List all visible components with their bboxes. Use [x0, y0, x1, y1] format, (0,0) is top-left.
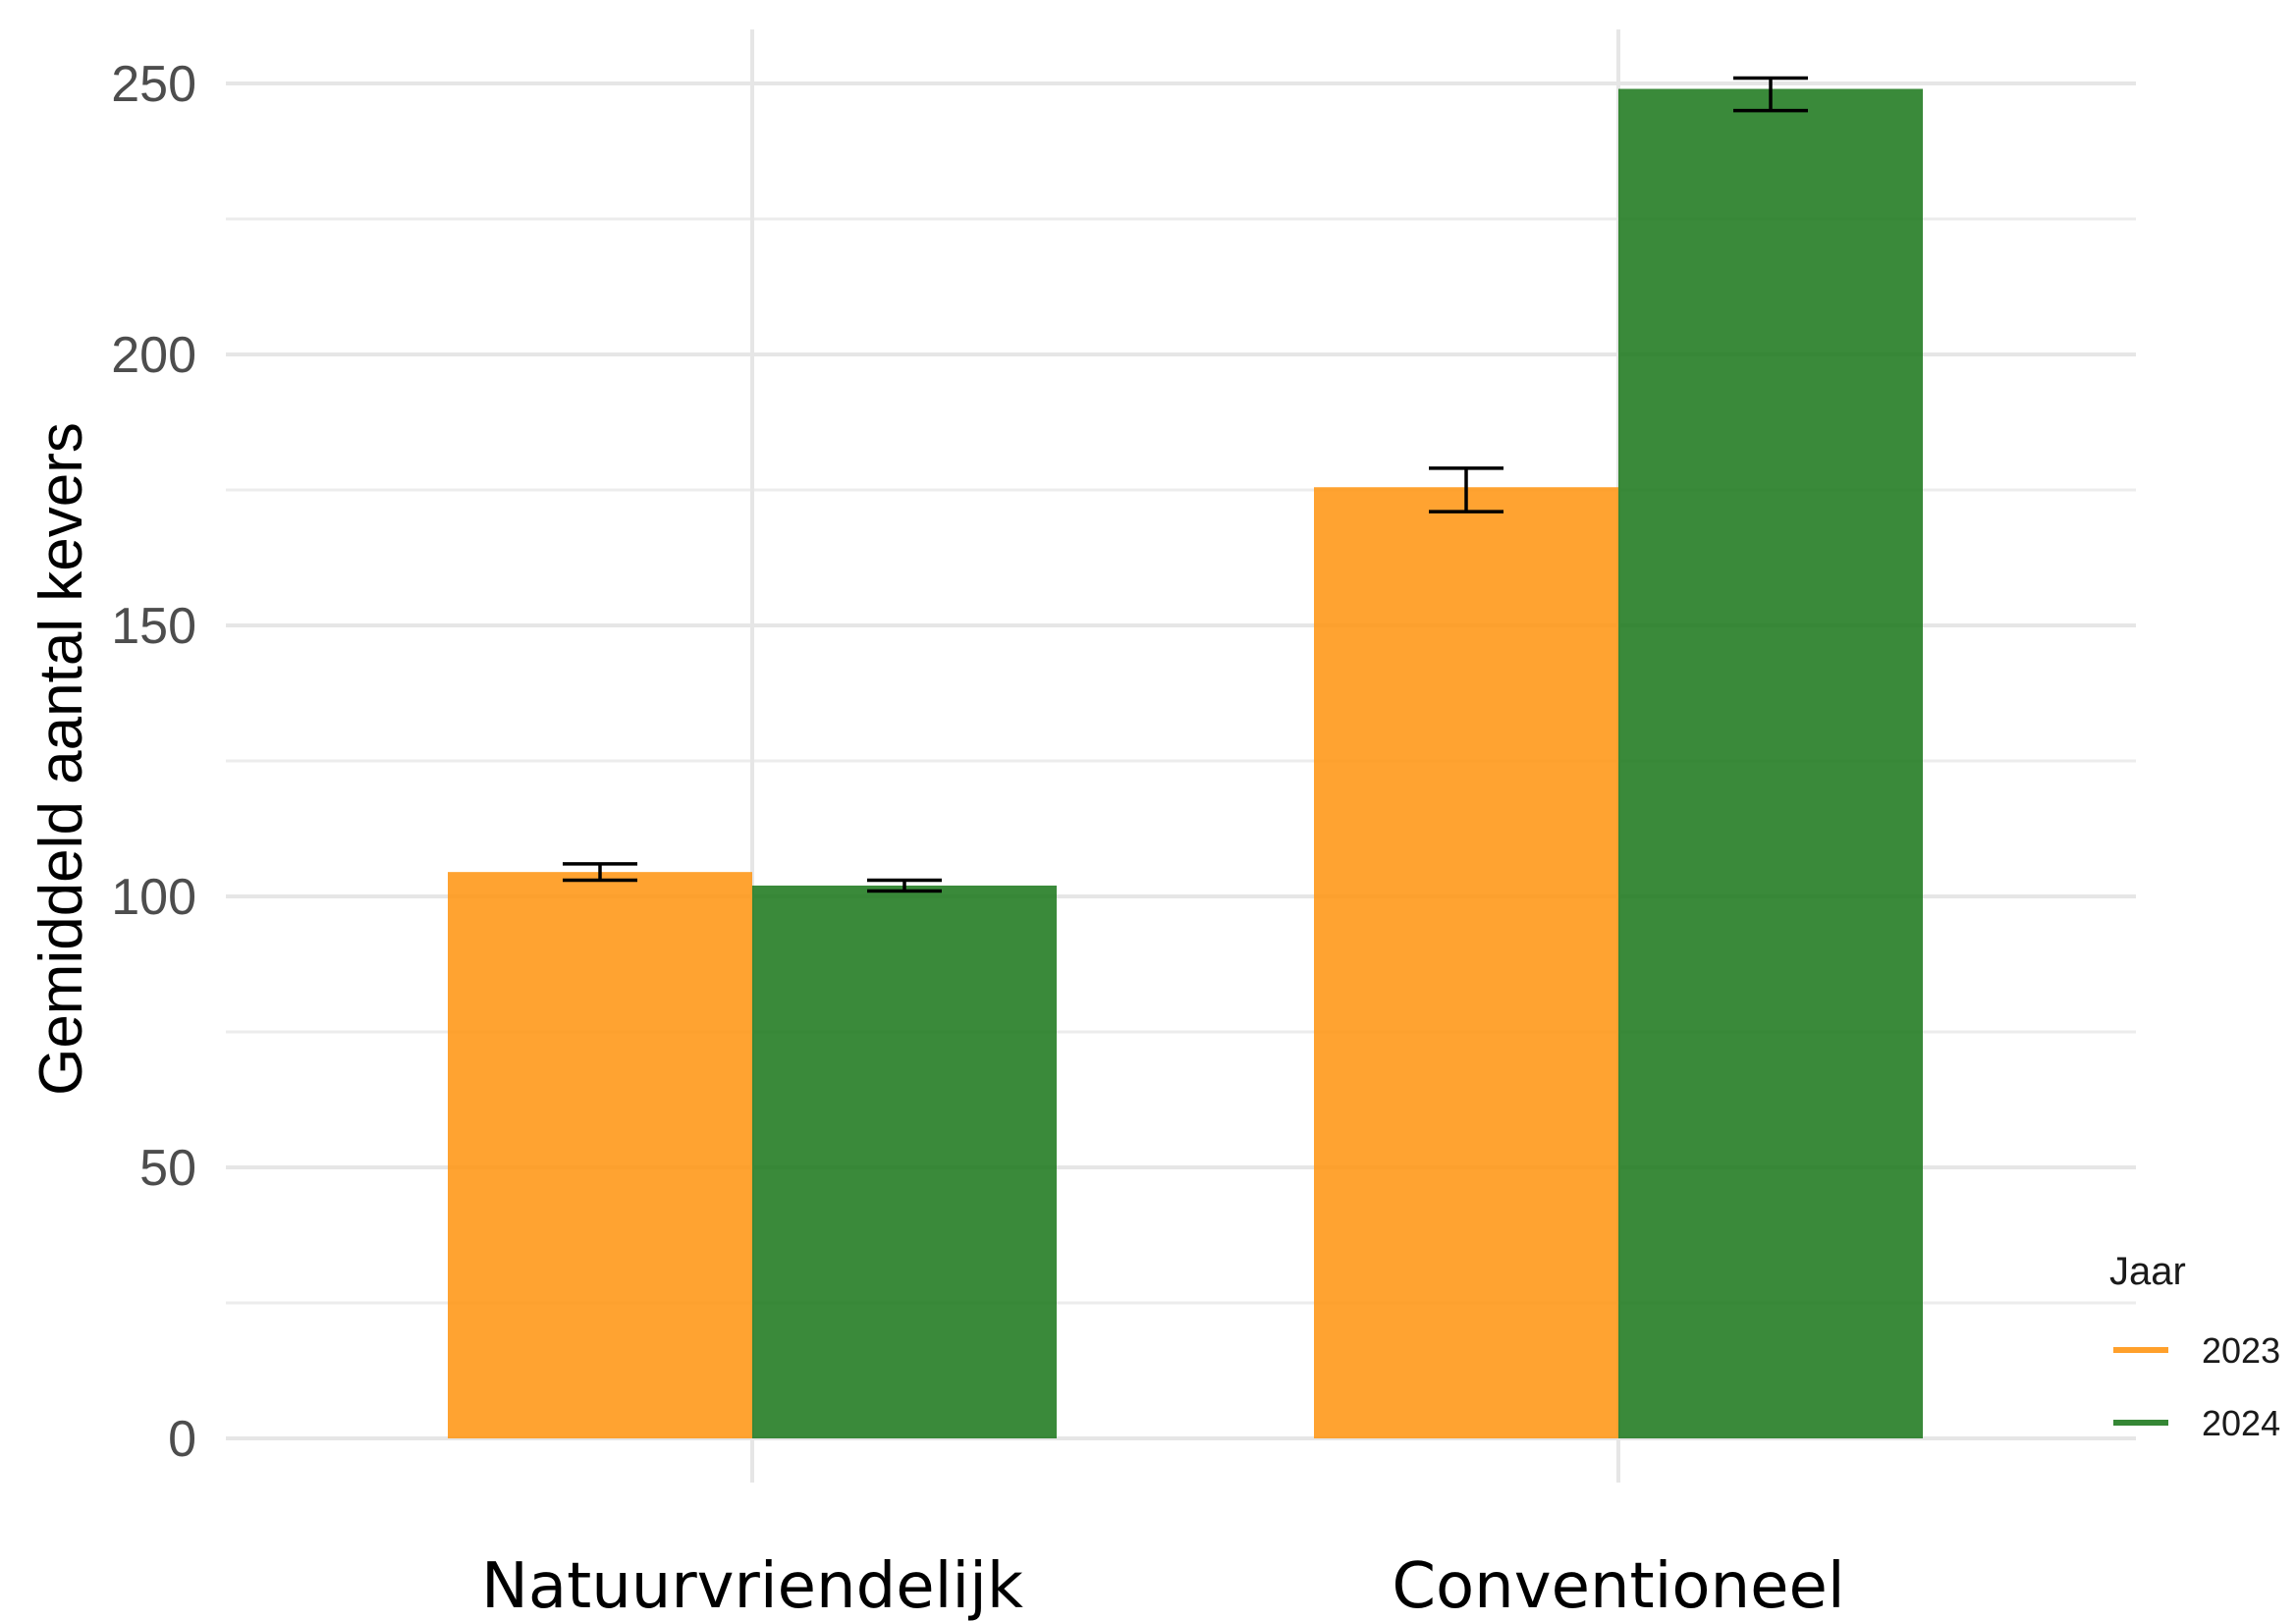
error-bars	[563, 76, 1808, 893]
y-tick-label: 150	[111, 598, 196, 655]
y-tick-labels: 0 50 100 150 200 250	[111, 56, 196, 1468]
legend: Jaar 2023 2024	[2109, 1250, 2280, 1443]
y-tick-label: 250	[111, 56, 196, 113]
x-category-label: Natuurvriendelijk	[481, 1550, 1023, 1621]
x-category-labels: Natuurvriendelijk Conventioneel	[481, 1550, 1845, 1621]
legend-label: 2024	[2202, 1403, 2280, 1443]
y-tick-label: 50	[139, 1140, 196, 1197]
legend-title: Jaar	[2109, 1250, 2186, 1293]
x-category-label: Conventioneel	[1392, 1550, 1844, 1621]
y-axis-title: Gemiddeld aantal kevers	[27, 422, 95, 1096]
legend-label: 2023	[2202, 1330, 2280, 1371]
bar-2024-Natuurvriendelijk	[752, 885, 1057, 1438]
legend-items: 2023 2024	[2113, 1330, 2280, 1443]
bars	[448, 88, 1923, 1438]
bar-2024-Conventioneel	[1618, 88, 1923, 1438]
y-tick-label: 100	[111, 869, 196, 926]
y-tick-label: 0	[168, 1411, 196, 1468]
y-tick-label: 200	[111, 327, 196, 384]
bar-2023-Conventioneel	[1314, 487, 1618, 1438]
bar-2023-Natuurvriendelijk	[448, 872, 752, 1438]
